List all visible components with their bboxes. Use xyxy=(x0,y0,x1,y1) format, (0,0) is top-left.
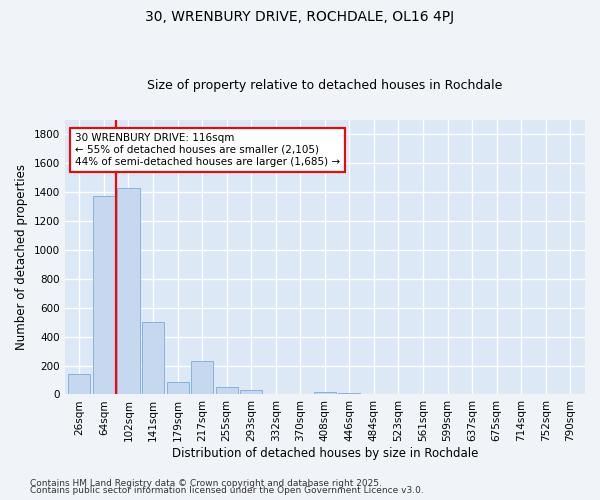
Title: Size of property relative to detached houses in Rochdale: Size of property relative to detached ho… xyxy=(147,79,503,92)
Bar xyxy=(68,374,91,394)
Bar xyxy=(118,188,140,394)
Bar xyxy=(215,387,238,394)
Y-axis label: Number of detached properties: Number of detached properties xyxy=(15,164,28,350)
Bar xyxy=(167,382,188,394)
Bar xyxy=(93,196,115,394)
Bar xyxy=(314,392,336,394)
Bar xyxy=(240,390,262,394)
Bar xyxy=(142,322,164,394)
Text: Contains public sector information licensed under the Open Government Licence v3: Contains public sector information licen… xyxy=(30,486,424,495)
Text: Contains HM Land Registry data © Crown copyright and database right 2025.: Contains HM Land Registry data © Crown c… xyxy=(30,478,382,488)
Text: 30 WRENBURY DRIVE: 116sqm
← 55% of detached houses are smaller (2,105)
44% of se: 30 WRENBURY DRIVE: 116sqm ← 55% of detac… xyxy=(75,134,340,166)
Text: 30, WRENBURY DRIVE, ROCHDALE, OL16 4PJ: 30, WRENBURY DRIVE, ROCHDALE, OL16 4PJ xyxy=(145,10,455,24)
Bar xyxy=(191,361,213,394)
X-axis label: Distribution of detached houses by size in Rochdale: Distribution of detached houses by size … xyxy=(172,447,478,460)
Bar xyxy=(338,393,361,394)
